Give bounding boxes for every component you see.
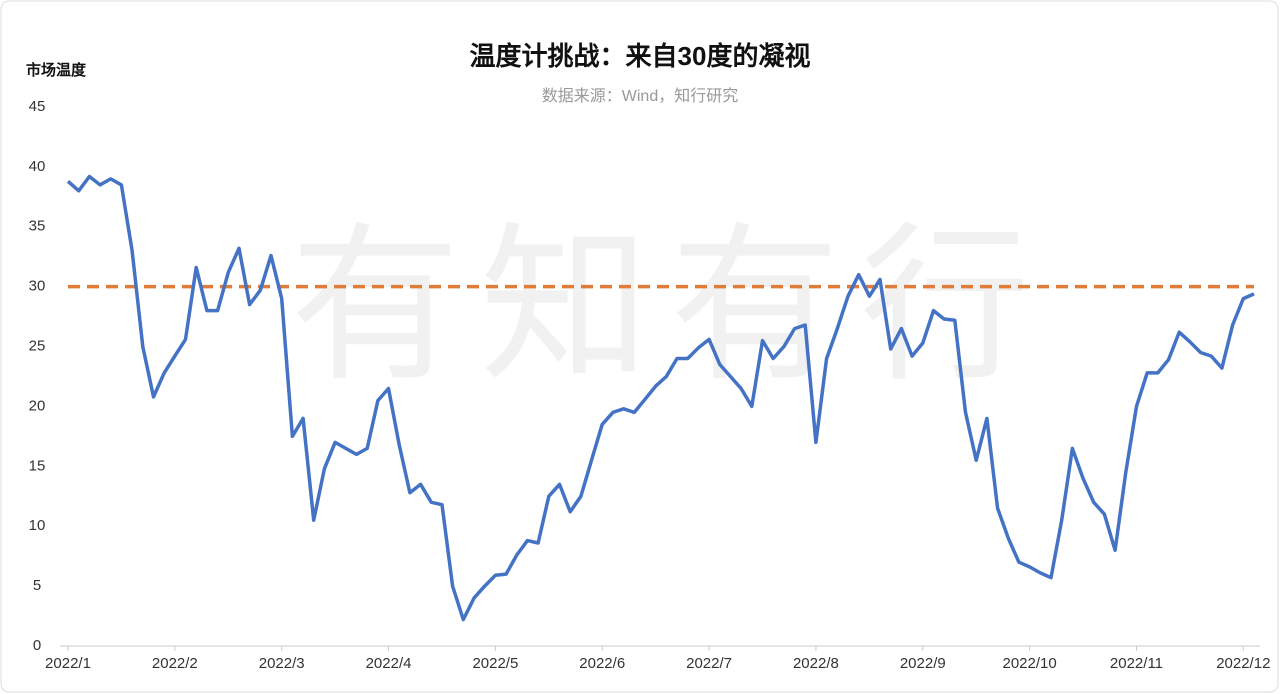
y-tick-label: 25 xyxy=(29,338,46,355)
x-tick-label: 2022/5 xyxy=(472,655,518,672)
y-tick-label: 35 xyxy=(29,218,46,235)
x-tick-label: 2022/4 xyxy=(366,655,412,672)
y-tick-label: 5 xyxy=(33,577,41,594)
x-tick-label: 2022/7 xyxy=(686,655,732,672)
x-tick-label: 2022/3 xyxy=(259,655,305,672)
y-tick-label: 15 xyxy=(29,457,46,474)
x-tick-label: 2022/2 xyxy=(152,655,198,672)
data-line xyxy=(66,174,1255,622)
x-tick-label: 2022/12 xyxy=(1216,655,1270,672)
y-axis-label: 市场温度 xyxy=(26,61,87,79)
x-tick-label: 2022/10 xyxy=(1003,655,1057,672)
chart-title: 温度计挑战：来自30度的凝视 xyxy=(470,41,811,71)
y-tick-label: 30 xyxy=(29,278,46,295)
x-tick-label: 2022/1 xyxy=(45,655,91,672)
x-tick-label: 2022/11 xyxy=(1110,655,1163,672)
y-tick-label: 20 xyxy=(29,397,46,414)
x-tick-label: 2022/6 xyxy=(579,655,625,672)
y-tick-label: 40 xyxy=(29,158,46,175)
x-tick-label: 2022/8 xyxy=(793,655,839,672)
watermark: 有知有行 xyxy=(290,207,1050,405)
chart-subtitle: 数据来源：Wind，知行研究 xyxy=(542,87,738,105)
y-tick-label: 45 xyxy=(29,98,46,115)
y-tick-label: 0 xyxy=(33,637,41,654)
x-tick-label: 2022/9 xyxy=(900,655,946,672)
y-tick-label: 10 xyxy=(29,517,46,534)
